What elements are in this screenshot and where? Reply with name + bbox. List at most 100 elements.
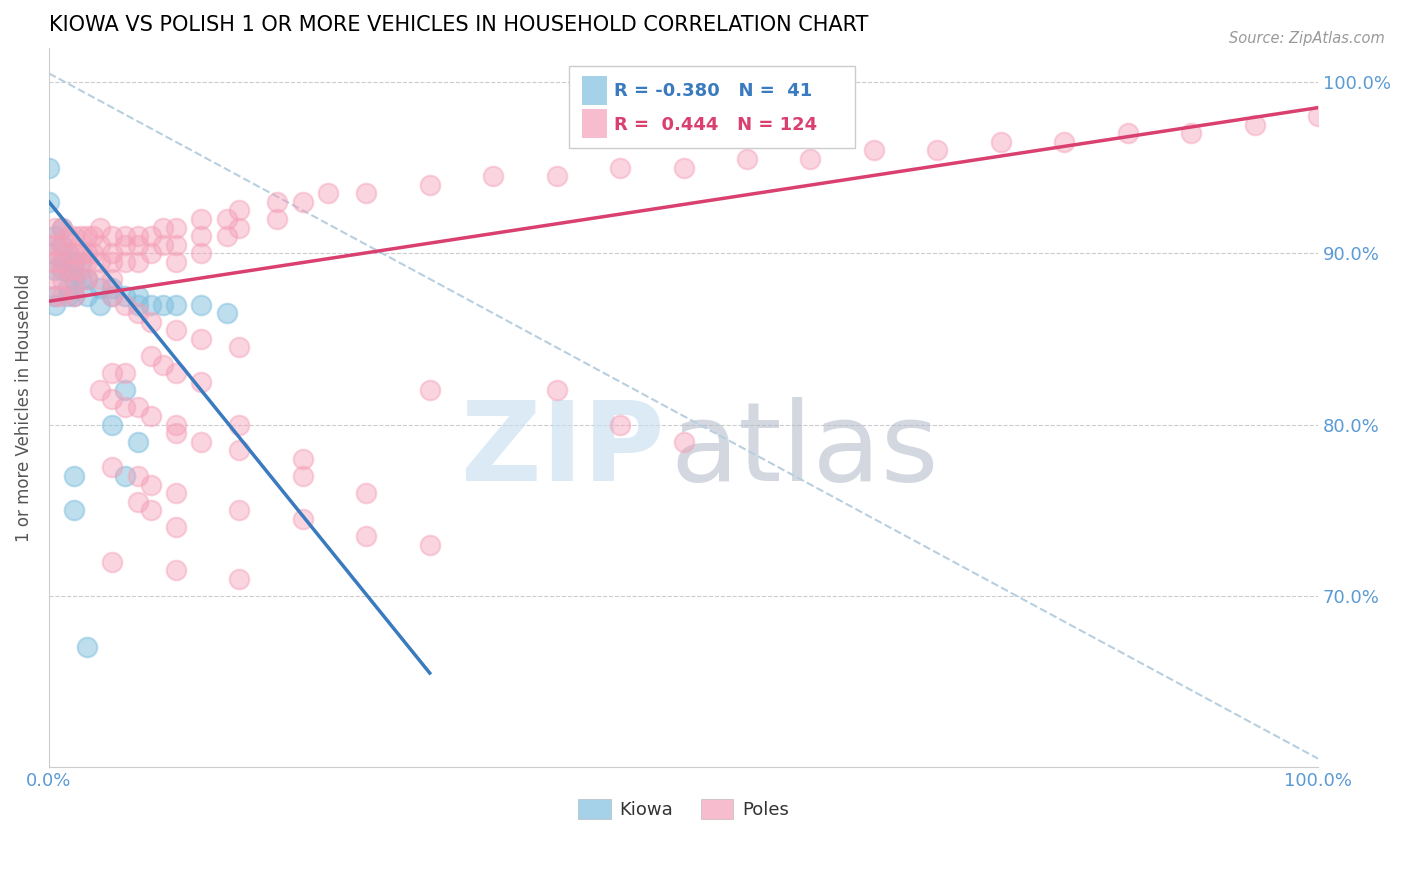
- Point: [76, 229, 98, 244]
- Point: [291, 194, 314, 209]
- Point: [165, 220, 187, 235]
- Point: [69, 255, 91, 269]
- Point: [165, 298, 187, 312]
- Point: [139, 246, 162, 260]
- Point: [63, 289, 86, 303]
- Point: [51, 255, 73, 269]
- Point: [89, 255, 111, 269]
- Point: [51, 237, 73, 252]
- Point: [672, 434, 695, 449]
- Point: [114, 469, 136, 483]
- Point: [127, 255, 149, 269]
- Point: [51, 220, 73, 235]
- Point: [165, 366, 187, 380]
- Point: [89, 384, 111, 398]
- FancyBboxPatch shape: [582, 109, 607, 137]
- Point: [51, 220, 73, 235]
- Point: [672, 161, 695, 175]
- Point: [215, 306, 238, 320]
- Point: [139, 229, 162, 244]
- Point: [165, 237, 187, 252]
- Point: [44, 289, 66, 303]
- Point: [69, 263, 91, 277]
- Point: [56, 246, 79, 260]
- Point: [82, 246, 104, 260]
- Point: [51, 289, 73, 303]
- Point: [127, 401, 149, 415]
- Point: [228, 341, 250, 355]
- Point: [101, 460, 124, 475]
- Point: [1116, 126, 1139, 140]
- Point: [165, 563, 187, 577]
- Point: [127, 229, 149, 244]
- Point: [190, 332, 212, 346]
- Point: [127, 494, 149, 508]
- Point: [63, 246, 86, 260]
- Point: [165, 417, 187, 432]
- Point: [44, 289, 66, 303]
- Point: [927, 144, 949, 158]
- Point: [127, 434, 149, 449]
- Point: [1308, 109, 1330, 123]
- Point: [127, 237, 149, 252]
- Point: [114, 366, 136, 380]
- Point: [101, 246, 124, 260]
- Point: [190, 375, 212, 389]
- Point: [165, 426, 187, 441]
- Point: [63, 263, 86, 277]
- Point: [139, 349, 162, 363]
- Text: Source: ZipAtlas.com: Source: ZipAtlas.com: [1229, 31, 1385, 46]
- Point: [127, 469, 149, 483]
- Point: [63, 255, 86, 269]
- Point: [38, 161, 60, 175]
- Point: [419, 537, 441, 551]
- Legend: Kiowa, Poles: Kiowa, Poles: [571, 791, 796, 827]
- Point: [228, 203, 250, 218]
- Point: [139, 409, 162, 423]
- Point: [215, 212, 238, 227]
- Point: [609, 161, 631, 175]
- Text: R =  0.444   N = 124: R = 0.444 N = 124: [614, 116, 817, 134]
- Point: [51, 237, 73, 252]
- Point: [228, 443, 250, 458]
- Point: [546, 169, 568, 183]
- Text: atlas: atlas: [671, 397, 939, 504]
- Point: [38, 255, 60, 269]
- Point: [152, 220, 174, 235]
- Point: [215, 229, 238, 244]
- Point: [69, 272, 91, 286]
- Point: [114, 255, 136, 269]
- Point: [101, 229, 124, 244]
- Point: [152, 298, 174, 312]
- Point: [291, 469, 314, 483]
- FancyBboxPatch shape: [569, 66, 855, 148]
- Point: [291, 451, 314, 466]
- Point: [69, 229, 91, 244]
- Point: [228, 503, 250, 517]
- Point: [139, 503, 162, 517]
- Point: [139, 298, 162, 312]
- Point: [609, 417, 631, 432]
- Point: [228, 417, 250, 432]
- Point: [101, 272, 124, 286]
- Point: [799, 152, 821, 166]
- Point: [76, 640, 98, 655]
- Point: [63, 280, 86, 294]
- Point: [139, 315, 162, 329]
- Point: [38, 237, 60, 252]
- Point: [1243, 118, 1265, 132]
- Point: [38, 194, 60, 209]
- Point: [228, 220, 250, 235]
- Point: [482, 169, 505, 183]
- Point: [76, 272, 98, 286]
- Point: [89, 298, 111, 312]
- Point: [63, 289, 86, 303]
- Point: [266, 212, 288, 227]
- Point: [165, 255, 187, 269]
- Point: [44, 237, 66, 252]
- Point: [190, 229, 212, 244]
- Point: [89, 272, 111, 286]
- Point: [38, 246, 60, 260]
- Point: [51, 272, 73, 286]
- Text: KIOWA VS POLISH 1 OR MORE VEHICLES IN HOUSEHOLD CORRELATION CHART: KIOWA VS POLISH 1 OR MORE VEHICLES IN HO…: [49, 15, 869, 35]
